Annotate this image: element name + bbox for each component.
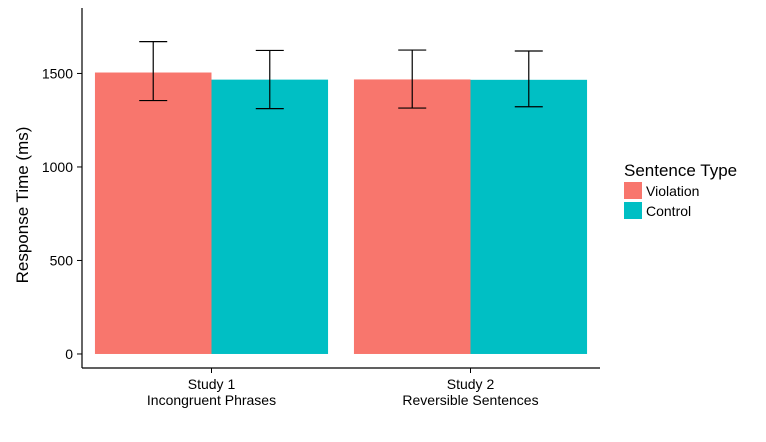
bar-violation-1 [94, 72, 212, 354]
y-axis-title: Response Time (ms) [13, 127, 32, 284]
legend-swatch-violation [624, 182, 642, 199]
y-tick-label: 500 [50, 252, 74, 268]
error-bar-control-2 [514, 50, 543, 108]
error-bar-violation-1 [139, 41, 168, 102]
x-tick-label: Incongruent Phrases [147, 392, 276, 408]
y-tick-label: 1000 [42, 159, 73, 175]
legend-title: Sentence Type [624, 161, 737, 180]
error-bar-control-1 [255, 49, 284, 110]
y-tick-label: 0 [65, 346, 73, 362]
x-tick-label: Reversible Sentences [402, 392, 538, 408]
x-tick-label: Study 1 [188, 376, 236, 392]
legend-label-violation: Violation [646, 183, 699, 199]
legend: Sentence Type Violation Control [624, 161, 737, 219]
x-tick-label: Study 2 [447, 376, 495, 392]
bar-control-2 [470, 79, 588, 354]
y-tick-label: 1500 [42, 65, 73, 81]
legend-swatch-control [624, 202, 642, 219]
bars-layer [94, 72, 588, 354]
error-bar-violation-2 [398, 49, 427, 109]
bar-control-1 [211, 79, 329, 354]
bar-violation-2 [353, 79, 471, 354]
legend-label-control: Control [646, 203, 691, 219]
error-bars-layer [139, 41, 543, 110]
